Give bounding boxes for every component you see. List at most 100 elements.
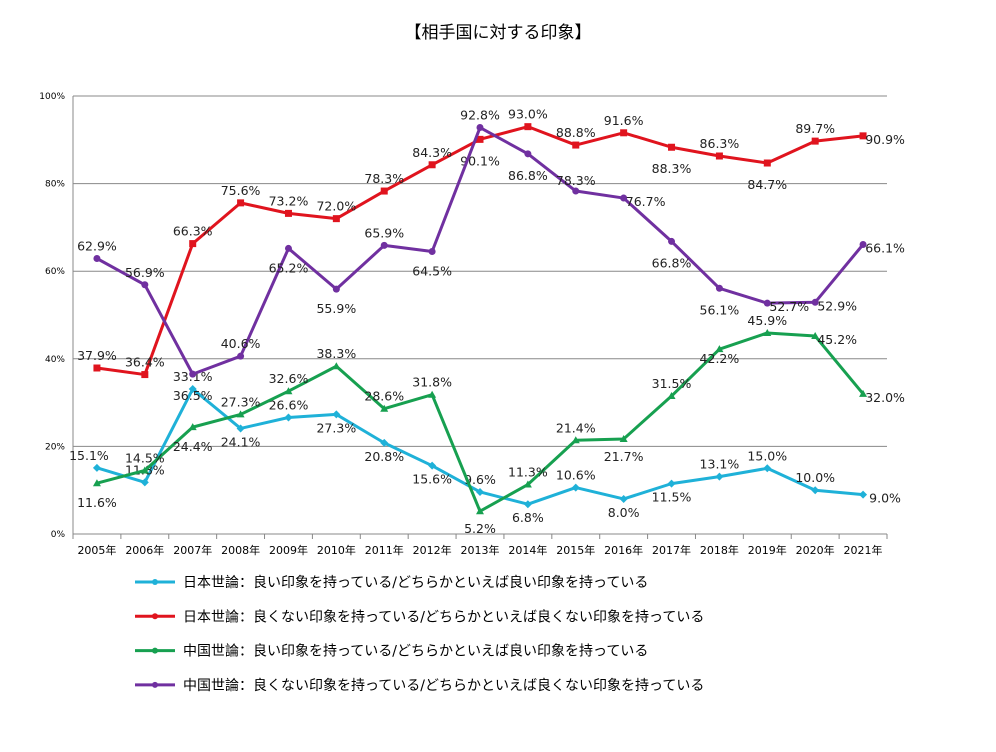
data-point (92, 463, 101, 472)
data-point (811, 332, 820, 340)
data-point (619, 494, 628, 503)
data-point (332, 410, 341, 419)
data-label: 37.9% (77, 348, 117, 363)
data-label: 72.0% (316, 199, 356, 214)
data-point (428, 161, 436, 169)
data-point (92, 479, 101, 487)
data-label: 56.9% (125, 265, 165, 280)
data-point (523, 480, 532, 488)
data-label: 86.8% (508, 168, 548, 183)
data-point (428, 247, 436, 255)
legend-label: 日本世論：良い印象を持っている/どちらかといえば良い印象を持っている (183, 575, 648, 591)
data-point (523, 500, 532, 509)
data-label: 10.0% (795, 470, 835, 485)
data-label: 42.2% (700, 351, 740, 366)
data-label: 32.6% (269, 371, 309, 386)
data-label: 32.0% (865, 390, 905, 405)
data-label: 11.3% (508, 465, 548, 480)
data-point (284, 387, 293, 395)
data-point (524, 123, 532, 131)
data-label: 9.6% (464, 472, 496, 487)
data-point (236, 424, 245, 433)
y-tick-label: 40% (45, 355, 65, 365)
data-point (811, 486, 820, 495)
data-point (763, 464, 772, 473)
data-label: 15.0% (747, 448, 787, 463)
data-label: 40.6% (221, 336, 261, 351)
x-tick-label: 2005年 (77, 543, 116, 557)
data-label: 5.2% (464, 521, 496, 536)
data-point (571, 436, 580, 444)
data-label: 20.8% (364, 449, 404, 464)
data-point (859, 240, 867, 248)
data-point (284, 244, 292, 252)
y-tick-label: 0% (51, 530, 66, 540)
x-tick-label: 2007年 (173, 543, 212, 557)
legend-marker (152, 681, 158, 688)
data-point (524, 150, 532, 158)
x-tick-label: 2010年 (317, 543, 356, 557)
data-point (188, 423, 197, 431)
data-label: 84.7% (747, 177, 787, 192)
data-point (188, 385, 197, 394)
data-point (93, 254, 101, 262)
data-point (189, 370, 197, 378)
data-label: 52.7% (769, 299, 809, 314)
data-label: 26.6% (269, 397, 309, 412)
data-label: 24.4% (173, 439, 213, 454)
data-point (763, 328, 772, 336)
data-point (140, 466, 149, 474)
x-tick-label: 2015年 (556, 543, 595, 557)
x-tick-label: 2014年 (508, 543, 547, 557)
data-point (620, 194, 628, 202)
data-label: 62.9% (77, 238, 117, 253)
data-point (572, 187, 580, 195)
data-label: 89.7% (795, 121, 835, 136)
data-label: 66.8% (652, 255, 692, 270)
data-label: 78.3% (364, 171, 404, 186)
data-point (620, 129, 628, 137)
data-label: 45.9% (747, 313, 787, 328)
data-label: 78.3% (556, 173, 596, 188)
data-point (715, 345, 724, 353)
data-label: 88.8% (556, 125, 596, 140)
data-label: 31.5% (652, 376, 692, 391)
data-point (380, 241, 388, 249)
x-tick-label: 2006年 (125, 543, 164, 557)
data-label: 15.1% (69, 448, 109, 463)
data-label: 9.0% (869, 491, 901, 506)
chart-title: 【相手国に対する印象】 (404, 23, 592, 43)
data-point (332, 362, 341, 370)
data-label: 56.1% (700, 302, 740, 317)
data-point (380, 187, 388, 195)
data-point (141, 371, 149, 379)
data-point (189, 240, 197, 248)
legend-label: 中国世論：良くない印象を持っている/どちらかといえば良くない印象を持っている (183, 678, 704, 694)
data-label: 86.3% (700, 136, 740, 151)
data-point (476, 487, 484, 496)
data-label: 64.5% (412, 263, 452, 278)
data-label: 75.6% (221, 183, 261, 198)
x-tick-label: 2008年 (221, 543, 260, 557)
data-point (619, 434, 628, 442)
data-label: 38.3% (316, 346, 356, 361)
x-tick-label: 2018年 (700, 543, 739, 557)
data-point (428, 390, 437, 398)
data-point (859, 490, 868, 499)
data-label: 66.3% (173, 224, 213, 239)
y-tick-label: 100% (39, 92, 65, 102)
data-point (571, 483, 580, 492)
x-tick-label: 2011年 (365, 543, 404, 557)
data-point (428, 461, 437, 470)
data-point (236, 410, 245, 418)
x-tick-label: 2016年 (604, 543, 643, 557)
data-label: 45.2% (817, 332, 857, 347)
data-point (140, 478, 149, 487)
y-tick-label: 20% (45, 442, 65, 452)
legend-label: 日本世論：良くない印象を持っている/どちらかといえば良くない印象を持っている (183, 609, 704, 625)
data-point (763, 159, 771, 167)
data-label: 24.1% (221, 434, 261, 449)
data-point (237, 199, 245, 207)
data-label: 8.0% (608, 505, 640, 520)
data-point (237, 352, 245, 360)
